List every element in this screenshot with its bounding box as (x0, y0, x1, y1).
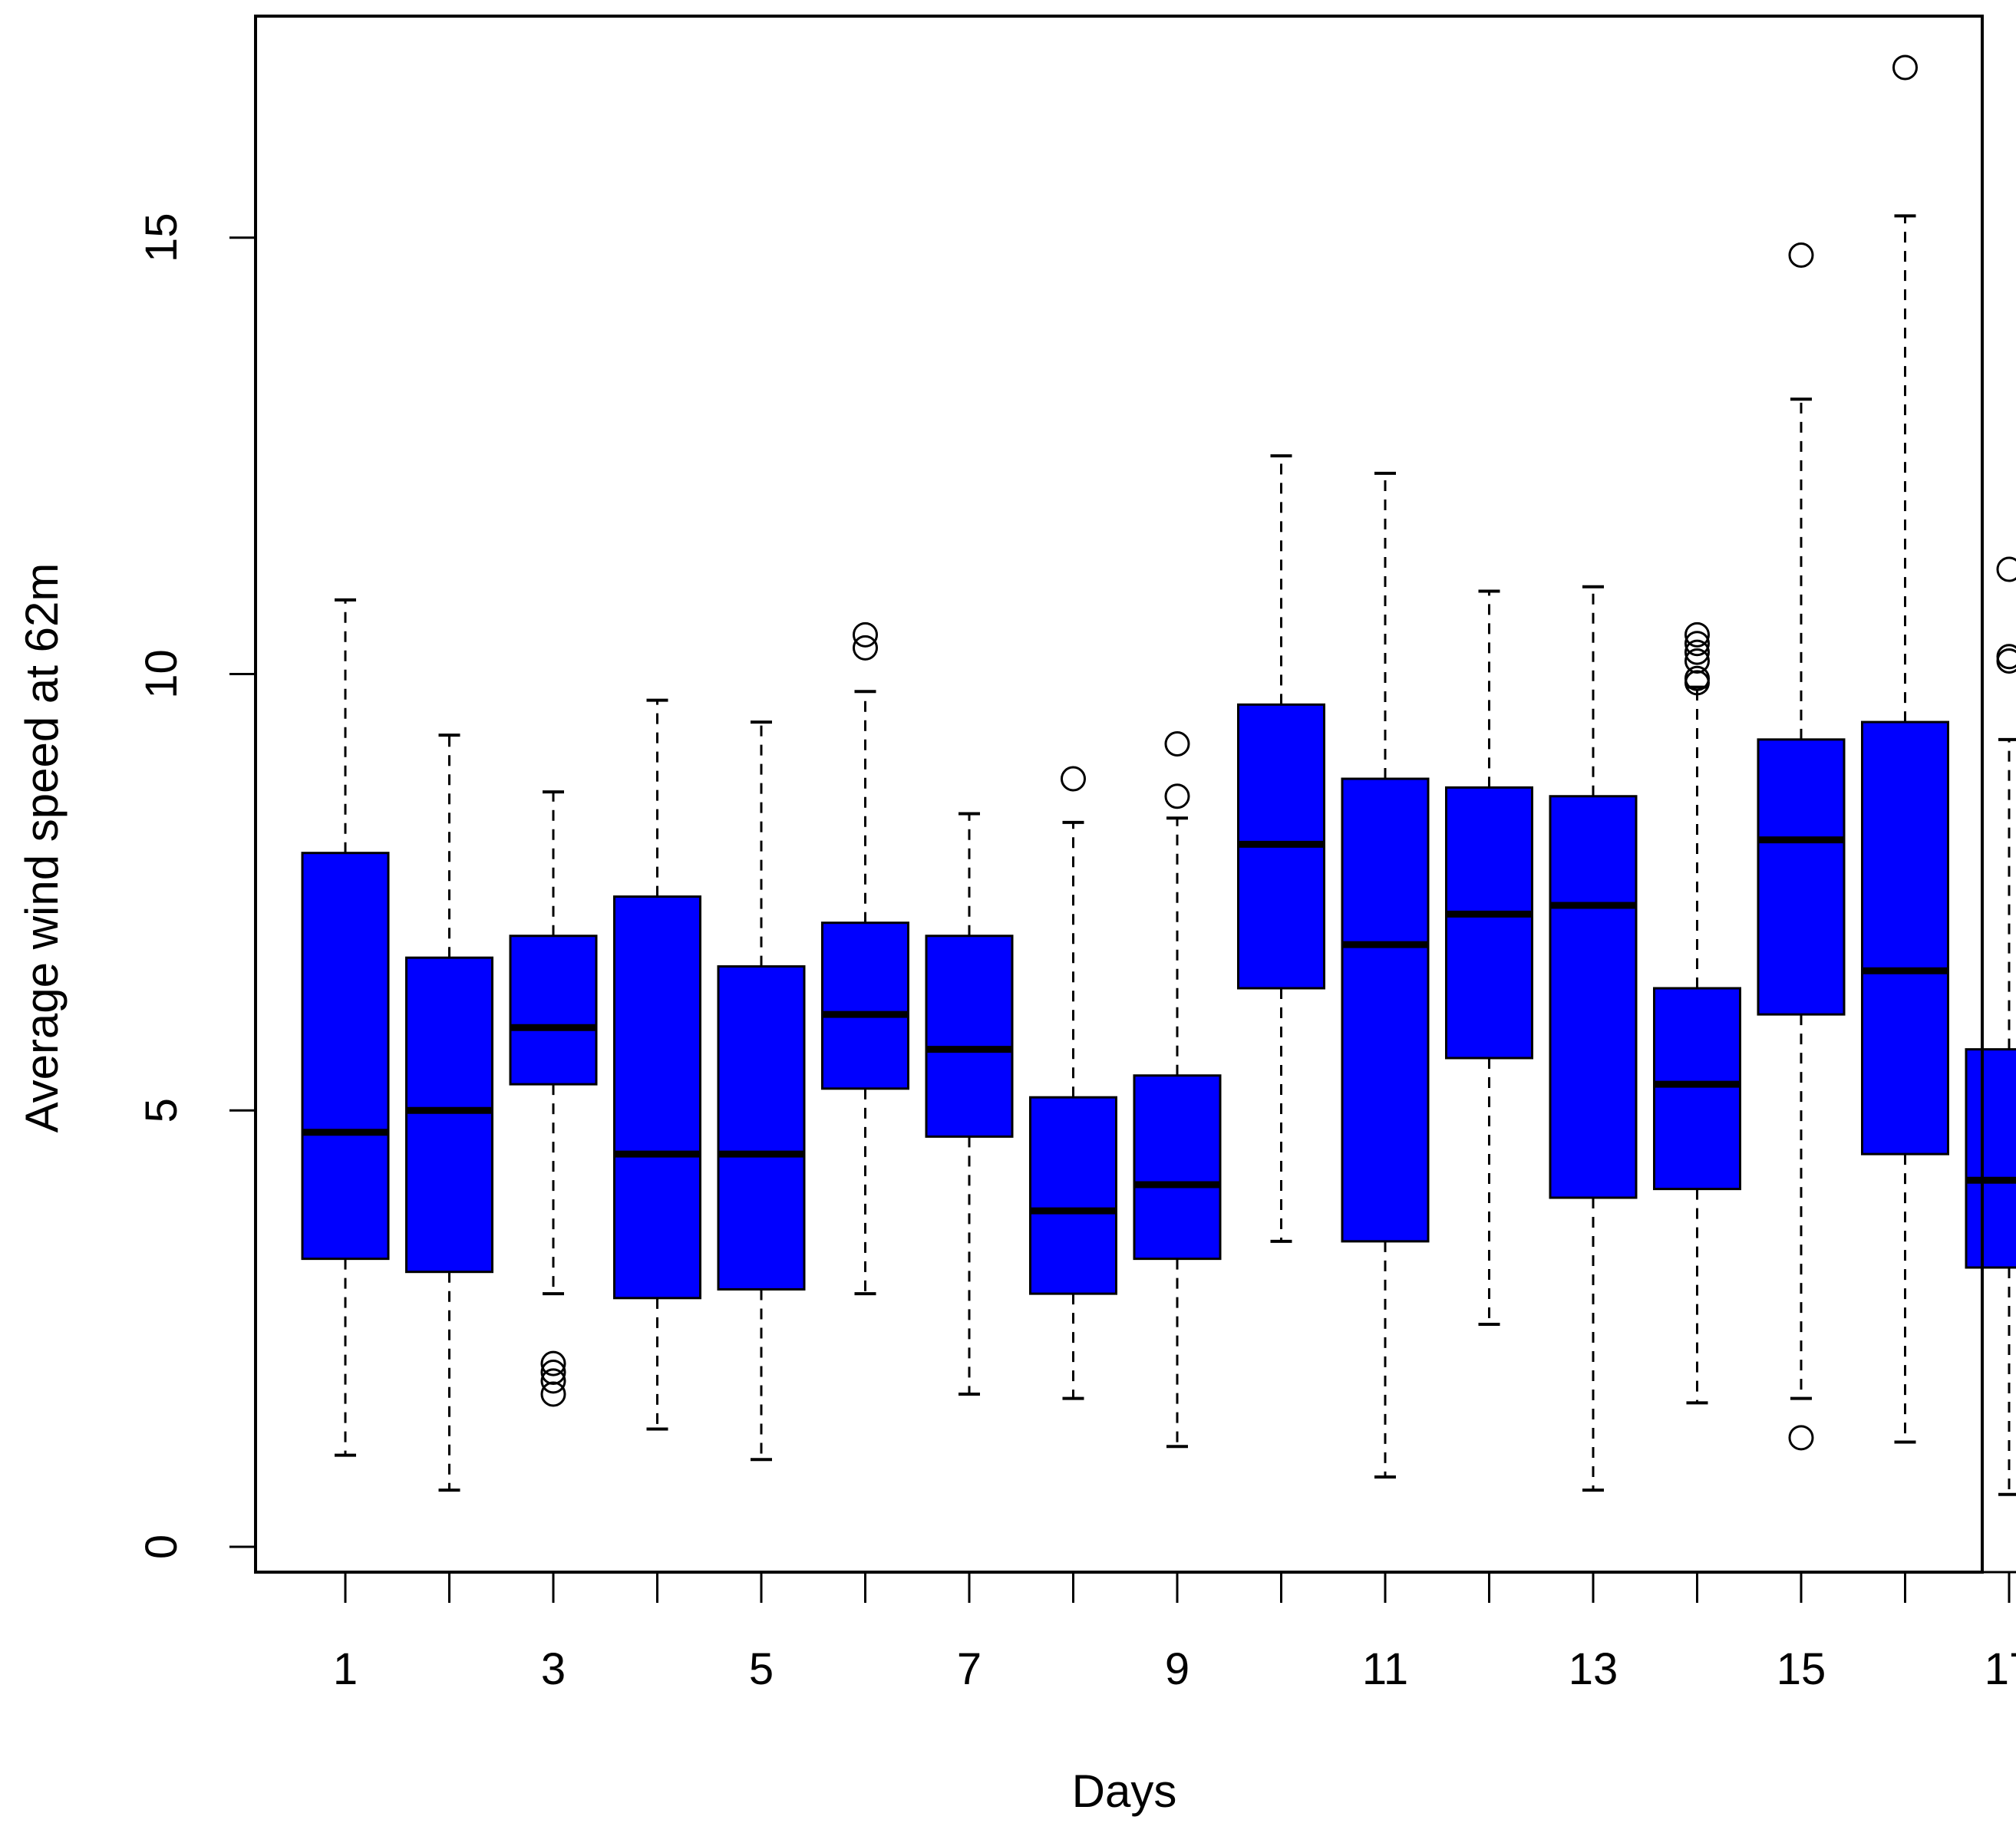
outlier-day-17-1 (1996, 556, 2016, 582)
box-day-9 (1133, 1074, 1222, 1261)
boxes-layer (301, 703, 2016, 1300)
box-day-17 (1965, 1048, 2016, 1269)
outlier-day-6-2 (853, 635, 878, 661)
box-day-15 (1757, 738, 1846, 1016)
y-axis-title: Average wind speed at 62m (16, 563, 68, 1133)
box-day-1 (301, 852, 390, 1261)
box-day-3 (509, 935, 598, 1086)
outlier-day-15-2 (1788, 1425, 1814, 1451)
x-tick-label-1: 1 (333, 1644, 358, 1694)
outlier-day-9-1 (1164, 731, 1190, 757)
outlier-day-17-3 (1996, 648, 2016, 674)
x-tick-label-17: 17 (1985, 1644, 2016, 1694)
y-tick-label-10: 10 (137, 649, 186, 699)
outlier-day-6-1 (853, 621, 878, 648)
outlier-day-3-2 (540, 1360, 566, 1385)
outlier-day-14-4 (1684, 648, 1710, 674)
x-tick-label-7: 7 (957, 1644, 982, 1694)
x-tick-label-11: 11 (1362, 1644, 1408, 1694)
x-tick-label-3: 3 (541, 1644, 566, 1694)
box-day-4 (613, 895, 701, 1300)
box-day-13 (1549, 795, 1638, 1199)
box-day-16 (1861, 720, 1949, 1156)
whiskers-layer (335, 214, 2016, 1496)
x-tick-label-5: 5 (749, 1644, 774, 1694)
x-axis-title: Days (1072, 1765, 1177, 1817)
y-tick-label-5: 5 (137, 1098, 186, 1123)
x-tick-label-9: 9 (1165, 1644, 1189, 1694)
x-axis: 135791113151719212325272931 (333, 1571, 2016, 1694)
y-tick-label-0: 0 (137, 1535, 186, 1559)
outlier-day-9-2 (1164, 783, 1190, 809)
box-day-14 (1653, 987, 1741, 1191)
outliers-layer (540, 54, 2016, 1451)
box-day-5 (717, 965, 806, 1291)
outlier-day-3-1 (540, 1350, 566, 1376)
outlier-day-8-1 (1061, 766, 1086, 792)
outlier-day-14-2 (1684, 631, 1710, 657)
outlier-day-3-3 (540, 1368, 566, 1394)
box-day-7 (925, 935, 1014, 1138)
box-day-11 (1341, 777, 1430, 1243)
x-tick-label-15: 15 (1777, 1644, 1826, 1694)
box-day-2 (405, 956, 493, 1274)
outlier-day-14-6 (1684, 670, 1710, 696)
box-day-12 (1445, 786, 1533, 1060)
outlier-day-14-3 (1684, 639, 1710, 665)
x-tick-label-13: 13 (1569, 1644, 1618, 1694)
outlier-day-16-1 (1892, 54, 1918, 81)
outlier-day-3-4 (540, 1381, 566, 1407)
box-day-8 (1029, 1096, 1117, 1295)
box-day-6 (821, 921, 909, 1090)
outlier-day-14-1 (1684, 621, 1710, 648)
y-axis: 0 5 10 15 (137, 213, 257, 1559)
y-tick-label-15: 15 (137, 213, 186, 262)
outlier-day-15-1 (1788, 242, 1814, 268)
